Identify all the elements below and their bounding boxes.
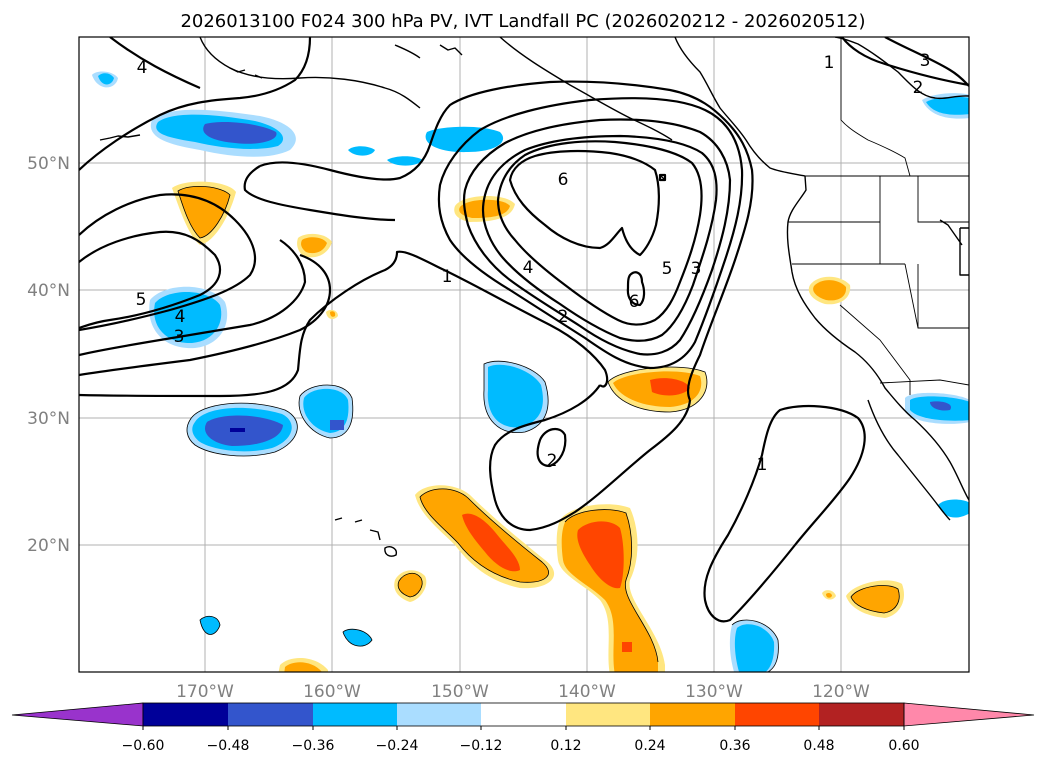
contour-label: 4 [175,307,186,327]
fill-outlines [177,185,900,672]
contour-label: 2 [913,78,924,98]
lon-tick-label: 170°W [176,682,234,702]
lon-tick-label: 150°W [431,682,489,702]
colorbar-tick-label: −0.48 [207,738,250,754]
lat-tick-label: 40°N [27,281,70,301]
map-area: 4 5 4 3 1 6 4 2 5 3 6 1 2 2 3 1 [79,37,969,672]
contour-label: 2 [547,451,558,471]
contour-label: 1 [824,53,835,73]
colorbar-tick-labels: −0.60 −0.48 −0.36 −0.24 −0.12 0.12 0.24 … [122,738,920,754]
pv-contours [79,37,969,623]
latitude-tick-labels: 50°N 40°N 30°N 20°N [27,154,70,556]
contour-label: 1 [757,455,768,475]
colorbar-tick-label: 0.48 [803,738,834,754]
colorbar-tick-label: 0.24 [634,738,665,754]
contour-label: 5 [136,290,147,310]
lat-tick-label: 20°N [27,536,70,556]
positive-anomaly-fills [172,181,905,672]
plot-title: 2026013100 F024 300 hPa PV, IVT Landfall… [180,11,865,32]
colorbar-tick-label: 0.12 [550,738,581,754]
colorbar: −0.60 −0.48 −0.36 −0.24 −0.12 0.12 0.24 … [11,702,1035,754]
colorbar-tick-label: −0.24 [376,738,419,754]
lon-tick-label: 130°W [685,682,743,702]
coastlines [99,37,969,557]
lon-tick-label: 120°W [812,682,870,702]
longitude-tick-labels: 170°W 160°W 150°W 140°W 130°W 120°W [176,682,870,702]
lon-tick-label: 160°W [303,682,361,702]
contour-label: 1 [442,267,453,287]
colorbar-ticks [142,726,905,730]
contour-label: 5 [662,259,673,279]
contour-label: 2 [558,307,569,327]
colorbar-extend-max [903,702,1035,727]
contour-label: 3 [174,327,185,347]
colorbar-tick-label: 0.60 [888,738,919,754]
contour-label: 6 [558,170,569,190]
contour-labels: 4 5 4 3 1 6 4 2 5 3 6 1 2 2 3 1 [136,51,931,475]
map-frame [78,36,970,673]
colorbar-tick-label: 0.36 [719,738,750,754]
contour-label: 4 [523,258,534,278]
political-borders [788,37,969,395]
colorbar-extend-min [11,702,144,727]
contour-label: 6 [629,292,640,312]
lat-tick-label: 30°N [27,409,70,429]
contour-label: 3 [920,51,931,71]
contour-label: 4 [137,58,148,78]
contour-label: 3 [691,259,702,279]
colorbar-tick-label: −0.36 [292,738,335,754]
lon-tick-label: 140°W [558,682,616,702]
lat-tick-label: 50°N [27,154,70,174]
colorbar-tick-label: −0.60 [122,738,165,754]
colorbar-tick-label: −0.12 [460,738,503,754]
negative-anomaly-fills [92,71,969,672]
